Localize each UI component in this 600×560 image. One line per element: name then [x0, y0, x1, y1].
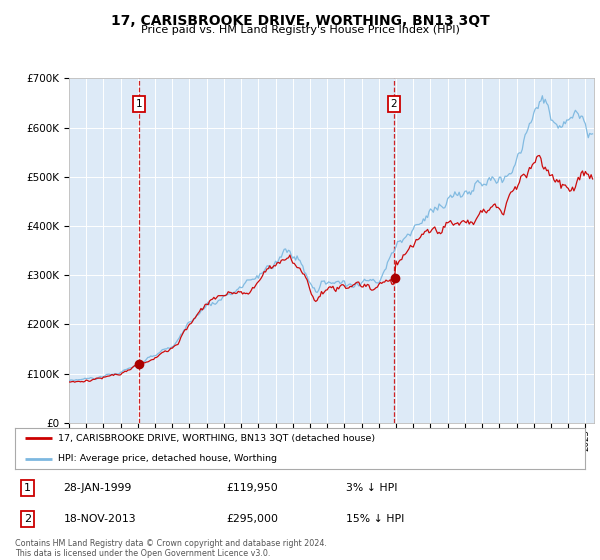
Text: Price paid vs. HM Land Registry's House Price Index (HPI): Price paid vs. HM Land Registry's House … [140, 25, 460, 35]
Text: 15% ↓ HPI: 15% ↓ HPI [346, 514, 404, 524]
Text: 17, CARISBROOKE DRIVE, WORTHING, BN13 3QT (detached house): 17, CARISBROOKE DRIVE, WORTHING, BN13 3Q… [58, 434, 375, 443]
Text: 1: 1 [136, 99, 143, 109]
Text: 2: 2 [391, 99, 397, 109]
Text: Contains HM Land Registry data © Crown copyright and database right 2024.
This d: Contains HM Land Registry data © Crown c… [15, 539, 327, 558]
Text: 28-JAN-1999: 28-JAN-1999 [64, 483, 132, 493]
Text: 1: 1 [24, 483, 31, 493]
Text: 18-NOV-2013: 18-NOV-2013 [64, 514, 136, 524]
Text: 3% ↓ HPI: 3% ↓ HPI [346, 483, 397, 493]
Text: 2: 2 [24, 514, 31, 524]
Text: £119,950: £119,950 [226, 483, 278, 493]
Text: £295,000: £295,000 [226, 514, 278, 524]
Text: 17, CARISBROOKE DRIVE, WORTHING, BN13 3QT: 17, CARISBROOKE DRIVE, WORTHING, BN13 3Q… [110, 14, 490, 28]
Text: HPI: Average price, detached house, Worthing: HPI: Average price, detached house, Wort… [58, 454, 277, 463]
